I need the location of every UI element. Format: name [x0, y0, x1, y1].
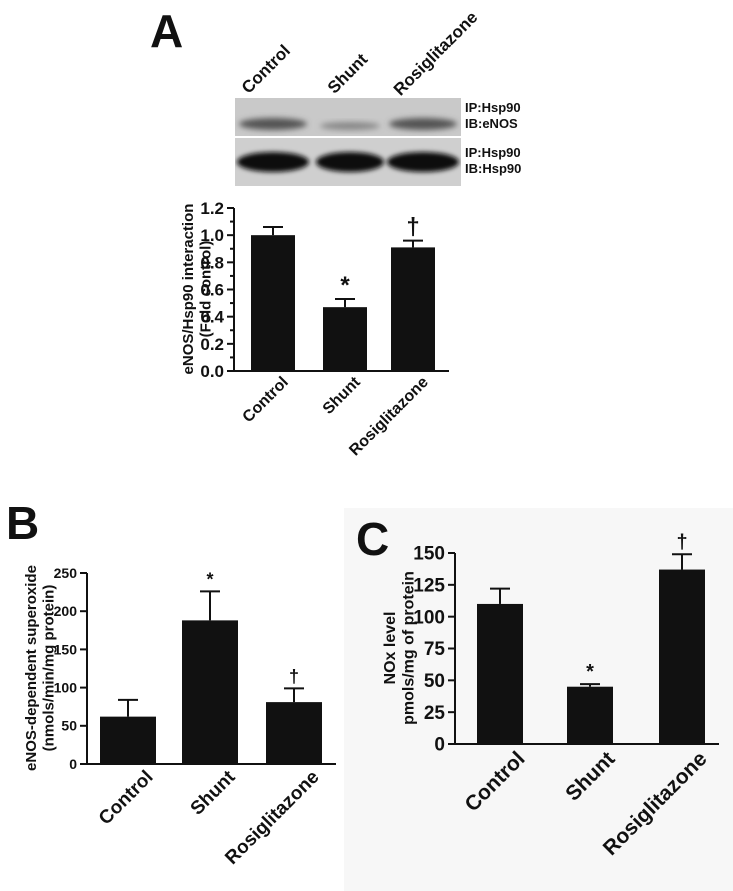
bar-c-rosiglitazone	[659, 569, 705, 744]
y-tick-label-c: 150	[413, 544, 445, 565]
bar-a-rosiglitazone	[391, 247, 435, 371]
bar-c-shunt	[567, 686, 613, 744]
blot-band-hsp90-control	[237, 152, 309, 172]
y-tick-label-c: 125	[413, 575, 445, 596]
y-tick-label-a: 0.8	[200, 253, 224, 272]
y-tick-label-b: 100	[54, 680, 78, 696]
y-tick-label-a: 1.2	[200, 199, 224, 218]
y-axis-label-line-a: (Fold control)	[197, 241, 214, 338]
y-tick-label-c: 100	[413, 607, 445, 628]
significance-mark-b: *	[206, 569, 213, 589]
bar-a-shunt	[323, 307, 367, 371]
category-label-b: Control	[95, 767, 158, 830]
category-label-b: Shunt	[187, 766, 240, 819]
blot-label-bottom-ip: IP:Hsp90	[465, 145, 521, 160]
y-axis-label-a: eNOS/Hsp90 interaction(Fold control)	[180, 204, 214, 375]
panel-label-a: A	[150, 5, 184, 57]
blot-label-bottom: IP:Hsp90 IB:Hsp90	[465, 145, 521, 177]
y-axis-label-line-b: (nmols/min/mg protein)	[40, 585, 57, 752]
category-label-c: Control	[460, 747, 529, 816]
bar-c-control	[477, 603, 523, 744]
y-tick-label-c: 50	[424, 671, 445, 692]
significance-mark-a: *	[340, 272, 350, 299]
bar-b-control	[100, 716, 156, 764]
y-tick-label-b: 150	[54, 641, 78, 657]
y-tick-label-b: 50	[61, 718, 77, 734]
significance-mark-c: *	[586, 661, 594, 683]
y-axis-label-b: eNOS-dependent superoxide(nmols/min/mg p…	[23, 565, 57, 771]
panel-label-b: B	[6, 497, 40, 549]
blot-band-hsp90-rosiglitazone	[387, 152, 459, 172]
bar-b-shunt	[182, 620, 238, 764]
blot-label-top-ip: IP:Hsp90	[465, 100, 521, 115]
category-label-a: Shunt	[320, 373, 365, 418]
blot-band-enos-rosiglitazone	[389, 118, 457, 130]
y-axis-label-line-c: pmols/mg of protein	[400, 571, 417, 725]
blot-band-hsp90-shunt	[316, 152, 384, 172]
y-tick-label-c: 75	[424, 639, 446, 660]
y-tick-label-a: 0.4	[200, 308, 224, 327]
y-axis-label-line-b: eNOS-dependent superoxide	[23, 565, 40, 771]
y-axis-label-c: NOx levelpmols/mg of protein	[382, 571, 417, 725]
y-tick-label-c: 0	[434, 735, 445, 756]
bar-a-control	[251, 235, 295, 371]
blot-label-bottom-ib: IB:Hsp90	[465, 161, 522, 176]
significance-mark-a: †	[406, 214, 419, 241]
y-tick-label-a: 1.0	[200, 226, 224, 245]
y-tick-label-b: 0	[69, 756, 77, 772]
category-label-c: Shunt	[561, 747, 619, 805]
blot-band-enos-shunt	[320, 122, 380, 130]
y-tick-label-b: 200	[54, 603, 78, 619]
western-blot	[235, 98, 461, 186]
y-axis-label-line-c: NOx level	[382, 612, 399, 685]
panel-label-c: C	[356, 513, 390, 565]
bar-b-rosiglitazone	[266, 702, 322, 764]
significance-mark-b: †	[289, 666, 299, 686]
y-tick-label-a: 0.6	[200, 280, 224, 299]
category-label-a: Control	[240, 374, 292, 426]
y-axis-label-line-a: eNOS/Hsp90 interaction	[180, 204, 197, 375]
blot-band-enos-control	[239, 118, 307, 130]
significance-mark-c: †	[676, 531, 687, 553]
y-tick-label-a: 0.2	[200, 335, 224, 354]
y-tick-label-c: 25	[424, 703, 446, 724]
y-tick-label-a: 0.0	[200, 362, 224, 381]
blot-label-top-ib: IB:eNOS	[465, 116, 518, 131]
blot-label-top: IP:Hsp90 IB:eNOS	[465, 100, 521, 132]
y-tick-label-b: 250	[54, 565, 78, 581]
